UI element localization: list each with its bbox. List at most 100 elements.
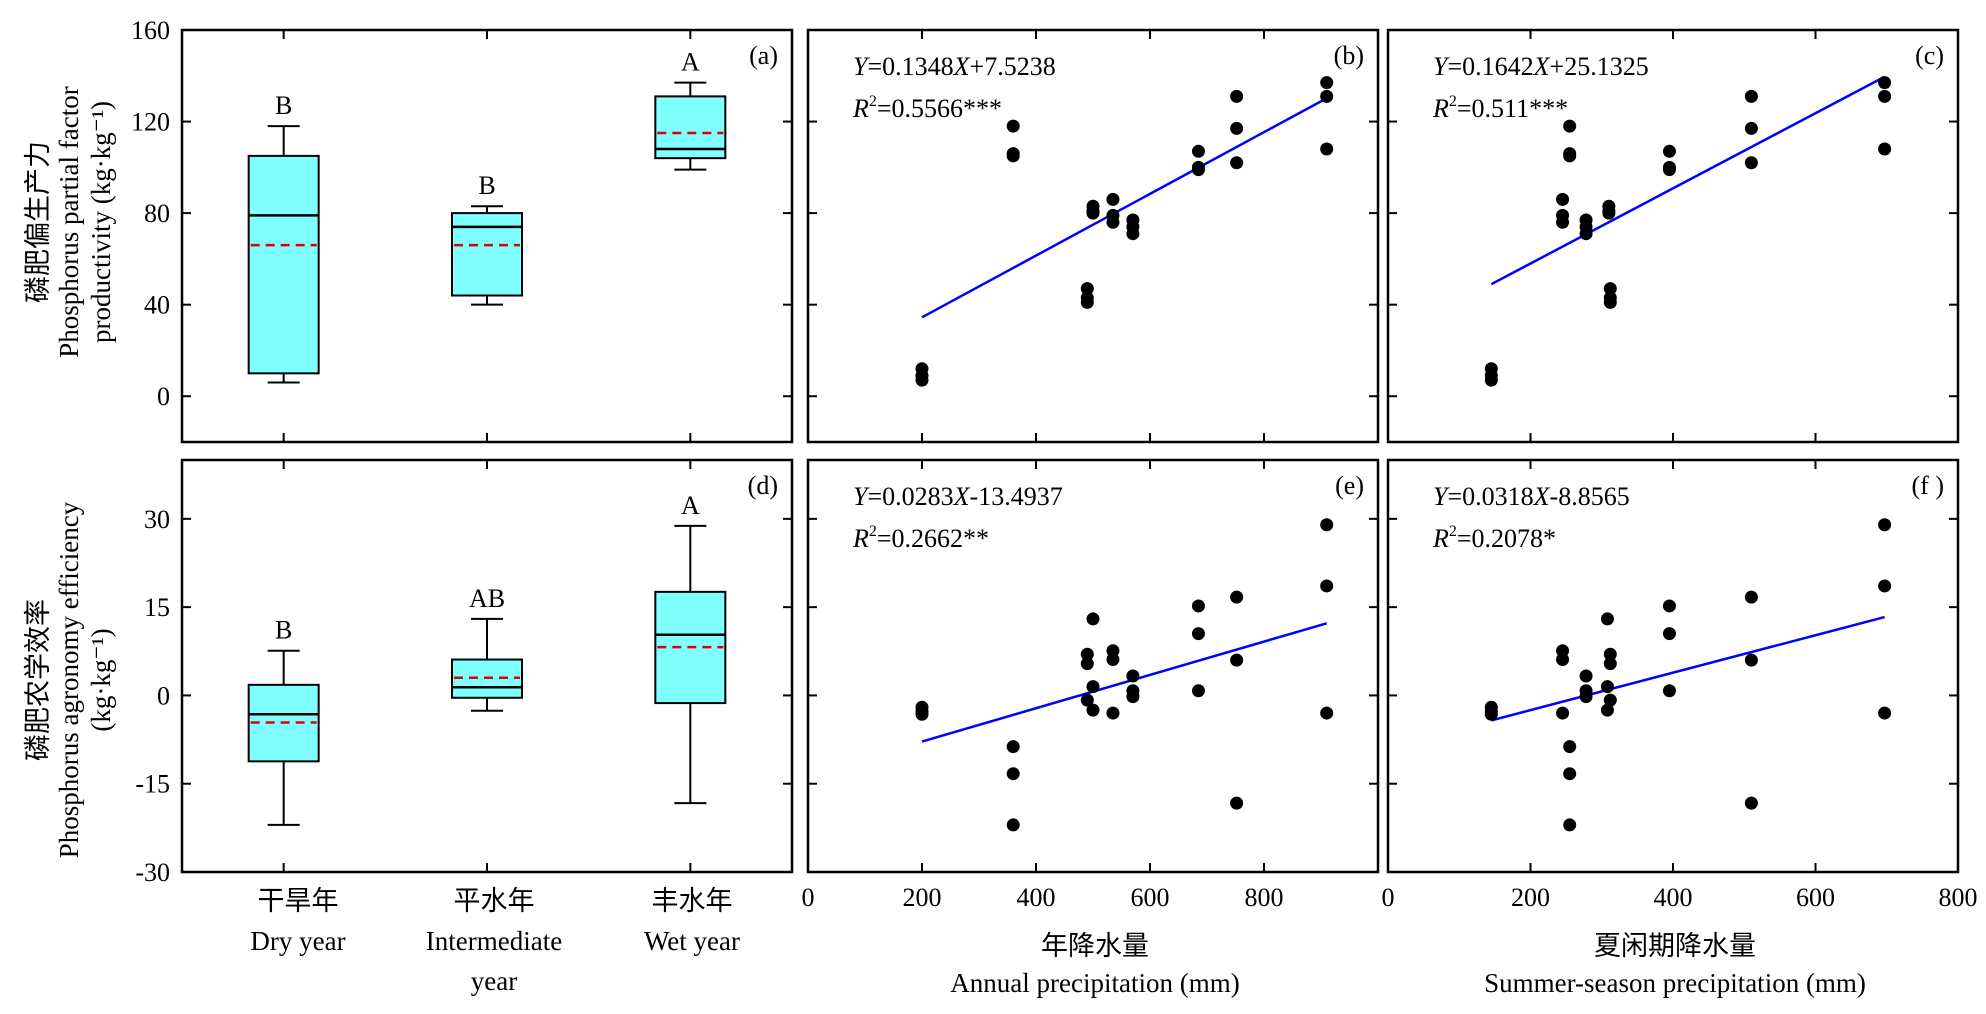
data-point — [1320, 518, 1334, 532]
data-point — [1191, 163, 1205, 177]
data-point — [915, 373, 929, 387]
data-point — [1106, 653, 1120, 667]
y-tick-label: 120 — [131, 108, 170, 137]
data-point — [1006, 119, 1020, 133]
equation-part: X — [1533, 482, 1551, 511]
box-body — [451, 212, 523, 297]
y-tick-label: -15 — [135, 770, 170, 799]
y-tick-label: 0 — [157, 382, 170, 411]
r2-superscript: 2 — [1449, 523, 1457, 540]
equation-part: X — [953, 52, 971, 81]
significance-letter: A — [681, 491, 700, 520]
data-point — [1006, 740, 1020, 754]
y-tick-label: 40 — [144, 291, 170, 320]
y-tick-label: 80 — [144, 199, 170, 228]
data-point — [1579, 690, 1593, 704]
box-2: B — [451, 171, 523, 306]
panel-c: (c) Y=0.1642X+25.1325 R2=0.511*** — [1386, 28, 1960, 444]
data-point — [1484, 373, 1498, 387]
r-squared-text: R2=0.5566*** — [852, 93, 1002, 123]
data-point — [1579, 669, 1593, 683]
xlabel-annual: 年降水量 Annual precipitation (mm) — [950, 931, 1239, 998]
data-point — [1556, 215, 1570, 229]
x-tick-label: 0 — [1382, 883, 1395, 912]
r2-r: R — [1432, 94, 1449, 123]
regression-line — [1490, 615, 1885, 722]
data-point — [1744, 590, 1758, 604]
x-tick-label: 400 — [1017, 883, 1056, 912]
panel-label: (f ) — [1912, 471, 1944, 500]
panel-label: (c) — [1915, 41, 1944, 70]
data-point — [1106, 192, 1120, 206]
equation-part: -8.8565 — [1550, 482, 1630, 511]
data-point — [1080, 693, 1094, 707]
xlabel-mid-en-1: Intermediate — [426, 926, 562, 956]
data-point — [1191, 144, 1205, 158]
data-point — [1106, 706, 1120, 720]
data-point — [1320, 89, 1334, 103]
equation-part: =0.1348 — [867, 52, 953, 81]
regression-equation: Y=0.0283X-13.4937 — [853, 482, 1063, 511]
xlabel-dry-en: Dry year — [250, 926, 345, 956]
equation-part: Y — [853, 482, 870, 511]
data-point — [1600, 703, 1614, 717]
ylabel-top-en-1: Phosphorus partial factor — [54, 86, 84, 357]
data-point — [1603, 282, 1617, 296]
significance-letter: B — [275, 91, 292, 120]
r-squared-text: R2=0.2662** — [852, 523, 989, 553]
data-point — [1556, 706, 1570, 720]
panel-d: -30 -15 0 15 30 (d) B AB A — [135, 458, 794, 887]
r2-superscript: 2 — [869, 93, 877, 110]
xlabel-annual-en: Annual precipitation (mm) — [950, 968, 1239, 998]
data-point — [1563, 740, 1577, 754]
equation-part: X — [953, 482, 971, 511]
data-point — [1579, 227, 1593, 241]
data-point — [1086, 703, 1100, 717]
data-point — [1603, 657, 1617, 671]
data-point — [1320, 706, 1334, 720]
panel-label: (b) — [1334, 41, 1364, 70]
ylabel-top-cn: 磷肥偏生产力 — [23, 141, 53, 303]
data-point — [1744, 653, 1758, 667]
ylabel-bottom: 磷肥农学效率 Phosphorus agronomy efficiency (k… — [23, 501, 116, 858]
panel-e: (e) 0 200 400 600 800 Y=0.0283X-13.4937 R2=0.26… — [802, 458, 1380, 912]
r2-r: R — [1432, 524, 1449, 553]
regression-equation: Y=0.1348X+7.5238 — [853, 52, 1056, 81]
equation-part: =0.1642 — [1447, 52, 1533, 81]
data-point — [1662, 627, 1676, 641]
data-point — [1006, 818, 1020, 832]
r2-value: =0.2662** — [877, 524, 989, 553]
xlabel-dry-cn: 干旱年 — [258, 886, 339, 916]
data-point — [1603, 647, 1617, 661]
data-point — [1662, 163, 1676, 177]
ylabel-bottom-en-1: Phosphorus agronomy efficiency — [54, 501, 84, 858]
significance-letter: B — [275, 616, 292, 645]
data-point — [1563, 818, 1577, 832]
data-point — [1230, 89, 1244, 103]
xlabel-annual-cn: 年降水量 — [1041, 931, 1149, 961]
significance-letter: A — [681, 48, 700, 77]
r2-value: =0.5566*** — [877, 94, 1002, 123]
xlabel-mid-cn: 平水年 — [454, 886, 535, 916]
box-3: A — [654, 491, 727, 805]
data-point — [1006, 767, 1020, 781]
xlabel-wet-en: Wet year — [644, 926, 740, 956]
significance-letter: AB — [469, 584, 505, 613]
equation-part: Y — [853, 52, 870, 81]
y-tick-label: 160 — [131, 16, 170, 45]
xlabel-mid-en-2: year — [471, 966, 517, 996]
y-tick-label: 0 — [157, 681, 170, 710]
x-tick-label: 600 — [1796, 883, 1835, 912]
data-point — [1230, 156, 1244, 170]
data-point — [1878, 142, 1892, 156]
y-tick-label: 30 — [144, 505, 170, 534]
xlabel-summer-cn: 夏闲期降水量 — [1594, 931, 1756, 961]
data-point — [1744, 121, 1758, 135]
data-point — [1191, 599, 1205, 613]
data-point — [1662, 599, 1676, 613]
box-3: A — [654, 48, 727, 171]
panel-label: (a) — [749, 41, 778, 70]
x-tick-label: 800 — [1245, 883, 1284, 912]
